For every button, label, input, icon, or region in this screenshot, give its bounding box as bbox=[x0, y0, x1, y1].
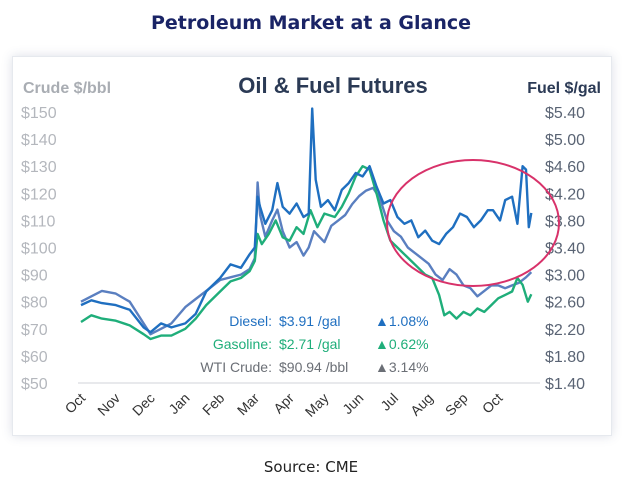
x-tick-label: Sep bbox=[442, 390, 471, 419]
legend: Diesel: $3.91 /gal ▲1.08% Gasoline: $2.7… bbox=[200, 313, 428, 375]
series-line-gasoline bbox=[80, 165, 533, 341]
right-tick-label: $2.60 bbox=[545, 295, 585, 312]
legend-gasoline-change: ▲0.62% bbox=[375, 336, 429, 352]
chart-title: Oil & Fuel Futures bbox=[238, 73, 427, 98]
legend-gasoline-value: $2.71 /gal bbox=[279, 336, 341, 352]
legend-diesel-value: $3.91 /gal bbox=[279, 313, 341, 329]
left-tick-label: $50 bbox=[21, 376, 48, 393]
source-caption: Source: CME bbox=[263, 458, 359, 476]
legend-wti-change: ▲3.14% bbox=[375, 359, 429, 375]
x-tick-label: Jul bbox=[377, 390, 401, 414]
left-tick-label: $130 bbox=[21, 159, 57, 176]
right-tick-label: $2.20 bbox=[545, 322, 585, 339]
legend-diesel-label: Diesel: bbox=[229, 313, 272, 329]
right-tick-label: $1.80 bbox=[545, 349, 585, 366]
x-tick-label: May bbox=[302, 390, 332, 420]
highlight-circle bbox=[386, 159, 560, 287]
x-tick-label: Mar bbox=[234, 390, 263, 419]
x-tick-label: Feb bbox=[199, 390, 228, 419]
right-axis-label: Fuel $/gal bbox=[527, 80, 601, 97]
left-tick-label: $80 bbox=[21, 295, 48, 312]
right-tick-label: $5.00 bbox=[545, 132, 585, 149]
x-tick-label: Dec bbox=[129, 390, 158, 419]
right-axis-ticks: $1.40 $1.80 $2.20 $2.60 $3.00 $3.40 $3.80 $4.20… bbox=[545, 105, 585, 393]
legend-diesel-change: ▲1.08% bbox=[375, 313, 429, 329]
left-tick-label: $150 bbox=[21, 105, 57, 122]
left-tick-label: $70 bbox=[21, 322, 48, 339]
x-tick-label: Apr bbox=[270, 390, 297, 417]
right-tick-label: $3.40 bbox=[545, 241, 585, 258]
page-title: Petroleum Market at a Glance bbox=[150, 12, 472, 34]
right-tick-label: $4.60 bbox=[545, 159, 585, 176]
x-tick-label: Oct bbox=[479, 390, 506, 417]
left-axis-ticks: $50 $60 $70 $80 $90 $100 $110 $120 $130 $140 $150 bbox=[21, 105, 57, 393]
left-tick-label: $90 bbox=[21, 268, 48, 285]
series-line-diesel bbox=[80, 107, 533, 334]
chart-card: Oil & Fuel Futures Crude $/bbl Fuel $/ga… bbox=[12, 56, 612, 436]
x-tick-label: Oct bbox=[62, 390, 89, 417]
right-tick-label: $3.00 bbox=[545, 268, 585, 285]
right-tick-label: $4.20 bbox=[545, 186, 585, 203]
left-tick-label: $140 bbox=[21, 132, 57, 149]
x-tick-label: Jun bbox=[339, 390, 366, 417]
x-tick-label: Nov bbox=[94, 390, 123, 419]
right-tick-label: $1.40 bbox=[545, 376, 585, 393]
legend-wti-value: $90.94 /bbl bbox=[279, 359, 348, 375]
left-tick-label: $120 bbox=[21, 186, 57, 203]
right-tick-label: $3.80 bbox=[545, 213, 585, 230]
legend-wti-label: WTI Crude: bbox=[200, 359, 272, 375]
series-layer bbox=[80, 107, 533, 341]
legend-gasoline-label: Gasoline: bbox=[213, 336, 272, 352]
x-tick-label: Aug bbox=[407, 390, 436, 419]
right-tick-label: $5.40 bbox=[545, 105, 585, 122]
oil-fuel-futures-chart: Oil & Fuel Futures Crude $/bbl Fuel $/ga… bbox=[21, 73, 601, 420]
left-tick-label: $60 bbox=[21, 349, 48, 366]
left-axis-label: Crude $/bbl bbox=[23, 80, 111, 97]
left-tick-label: $100 bbox=[21, 241, 57, 258]
left-tick-label: $110 bbox=[21, 213, 56, 230]
x-axis-ticks: Oct Nov Dec Jan Feb Mar Apr May Jun Jul Aug Sep Oct bbox=[62, 390, 506, 420]
x-tick-label: Jan bbox=[165, 390, 192, 417]
